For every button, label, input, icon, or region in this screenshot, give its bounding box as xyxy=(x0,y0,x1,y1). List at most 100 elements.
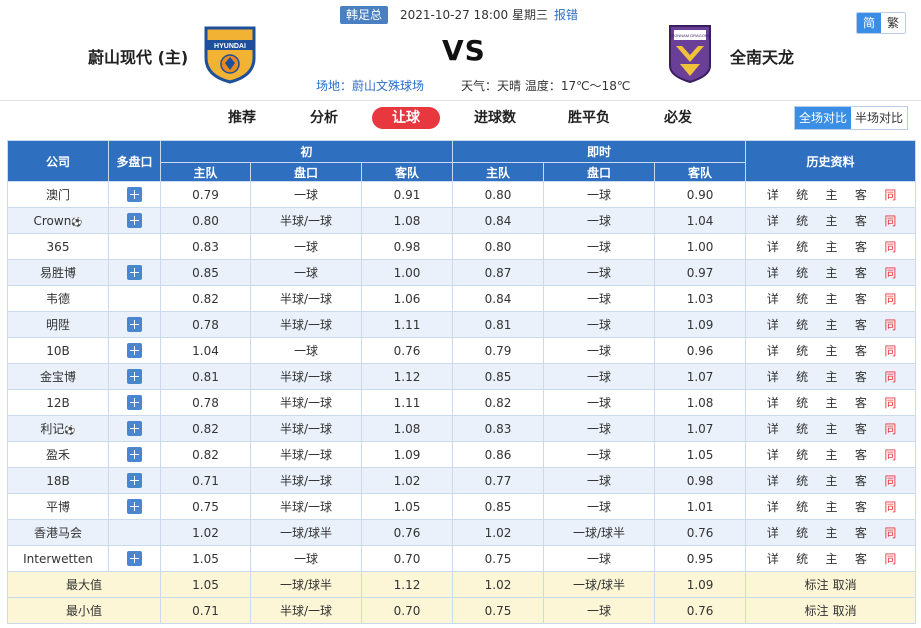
home-link[interactable]: 主 xyxy=(825,448,838,462)
company-name[interactable]: 18B xyxy=(46,473,70,488)
stats-link[interactable]: 统 xyxy=(796,188,809,202)
lang-simplified-button[interactable]: 简 xyxy=(857,13,881,33)
stats-link[interactable]: 统 xyxy=(796,552,809,566)
stats-link[interactable]: 统 xyxy=(796,318,809,332)
same-link[interactable]: 同 xyxy=(884,448,897,462)
stats-link[interactable]: 统 xyxy=(796,344,809,358)
away-team-name[interactable]: 全南天龙 xyxy=(730,48,795,67)
mark-button[interactable]: 标注 xyxy=(804,604,829,618)
away-link[interactable]: 客 xyxy=(854,552,867,566)
company-name[interactable]: 香港马会 xyxy=(33,526,82,540)
detail-link[interactable]: 详 xyxy=(766,396,779,410)
expand-plus-icon[interactable] xyxy=(127,473,142,488)
venue-link[interactable]: 场地：蔚山文殊球场 xyxy=(316,79,425,93)
same-link[interactable]: 同 xyxy=(884,240,897,254)
same-link[interactable]: 同 xyxy=(884,292,897,306)
company-name[interactable]: 平博 xyxy=(45,500,70,514)
company-name[interactable]: 澳门 xyxy=(45,188,70,202)
detail-link[interactable]: 详 xyxy=(766,552,779,566)
home-link[interactable]: 主 xyxy=(825,344,838,358)
company-name[interactable]: 易胜博 xyxy=(39,266,76,280)
home-link[interactable]: 主 xyxy=(825,188,838,202)
mark-button[interactable]: 标注 xyxy=(804,578,829,592)
away-link[interactable]: 客 xyxy=(854,526,867,540)
company-name[interactable]: 10B xyxy=(46,343,70,358)
home-link[interactable]: 主 xyxy=(825,500,838,514)
same-link[interactable]: 同 xyxy=(884,500,897,514)
same-link[interactable]: 同 xyxy=(884,526,897,540)
league-badge[interactable]: 韩足总 xyxy=(340,6,389,24)
expand-plus-icon[interactable] xyxy=(127,187,142,202)
expand-plus-icon[interactable] xyxy=(127,447,142,462)
half-match-button[interactable]: 半场对比 xyxy=(851,107,908,129)
stats-link[interactable]: 统 xyxy=(796,396,809,410)
home-link[interactable]: 主 xyxy=(825,292,838,306)
same-link[interactable]: 同 xyxy=(884,266,897,280)
away-link[interactable]: 客 xyxy=(854,188,867,202)
same-link[interactable]: 同 xyxy=(884,214,897,228)
stats-link[interactable]: 统 xyxy=(796,266,809,280)
home-link[interactable]: 主 xyxy=(825,370,838,384)
away-link[interactable]: 客 xyxy=(854,500,867,514)
away-link[interactable]: 客 xyxy=(854,448,867,462)
company-name[interactable]: 365 xyxy=(46,239,70,254)
same-link[interactable]: 同 xyxy=(884,422,897,436)
same-link[interactable]: 同 xyxy=(884,396,897,410)
detail-link[interactable]: 详 xyxy=(766,292,779,306)
away-link[interactable]: 客 xyxy=(854,266,867,280)
away-link[interactable]: 客 xyxy=(854,422,867,436)
home-link[interactable]: 主 xyxy=(825,396,838,410)
expand-plus-icon[interactable] xyxy=(127,343,142,358)
detail-link[interactable]: 详 xyxy=(766,526,779,540)
away-link[interactable]: 客 xyxy=(854,370,867,384)
detail-link[interactable]: 详 xyxy=(766,448,779,462)
stats-link[interactable]: 统 xyxy=(796,214,809,228)
stats-link[interactable]: 统 xyxy=(796,422,809,436)
cancel-button[interactable]: 取消 xyxy=(832,578,857,592)
detail-link[interactable]: 详 xyxy=(766,214,779,228)
away-link[interactable]: 客 xyxy=(854,240,867,254)
stats-link[interactable]: 统 xyxy=(796,240,809,254)
company-name[interactable]: 利记 xyxy=(40,422,65,436)
away-link[interactable]: 客 xyxy=(854,344,867,358)
same-link[interactable]: 同 xyxy=(884,344,897,358)
away-link[interactable]: 客 xyxy=(854,474,867,488)
company-name[interactable]: 金宝博 xyxy=(39,370,76,384)
home-link[interactable]: 主 xyxy=(825,214,838,228)
company-name[interactable]: 盈禾 xyxy=(45,448,70,462)
tab-1x2[interactable]: 胜平负 xyxy=(568,110,610,126)
home-link[interactable]: 主 xyxy=(825,422,838,436)
stats-link[interactable]: 统 xyxy=(796,292,809,306)
company-name[interactable]: 明陞 xyxy=(45,318,70,332)
stats-link[interactable]: 统 xyxy=(796,500,809,514)
company-name[interactable]: 12B xyxy=(46,395,70,410)
stats-link[interactable]: 统 xyxy=(796,448,809,462)
expand-plus-icon[interactable] xyxy=(127,395,142,410)
expand-plus-icon[interactable] xyxy=(127,317,142,332)
home-link[interactable]: 主 xyxy=(825,266,838,280)
detail-link[interactable]: 详 xyxy=(766,370,779,384)
tab-analysis[interactable]: 分析 xyxy=(310,110,338,126)
home-link[interactable]: 主 xyxy=(825,474,838,488)
same-link[interactable]: 同 xyxy=(884,370,897,384)
home-link[interactable]: 主 xyxy=(825,552,838,566)
company-name[interactable]: Crown xyxy=(33,213,72,228)
company-name[interactable]: 韦德 xyxy=(45,292,70,306)
report-error-link[interactable]: 报错 xyxy=(554,8,579,22)
detail-link[interactable]: 详 xyxy=(766,500,779,514)
away-link[interactable]: 客 xyxy=(854,318,867,332)
home-link[interactable]: 主 xyxy=(825,526,838,540)
tab-goals[interactable]: 进球数 xyxy=(474,110,516,126)
detail-link[interactable]: 详 xyxy=(766,240,779,254)
expand-plus-icon[interactable] xyxy=(127,551,142,566)
same-link[interactable]: 同 xyxy=(884,474,897,488)
away-link[interactable]: 客 xyxy=(854,214,867,228)
stats-link[interactable]: 统 xyxy=(796,526,809,540)
cancel-button[interactable]: 取消 xyxy=(832,604,857,618)
detail-link[interactable]: 详 xyxy=(766,344,779,358)
away-link[interactable]: 客 xyxy=(854,396,867,410)
detail-link[interactable]: 详 xyxy=(766,318,779,332)
tab-recommend[interactable]: 推荐 xyxy=(228,110,256,126)
same-link[interactable]: 同 xyxy=(884,318,897,332)
detail-link[interactable]: 详 xyxy=(766,266,779,280)
